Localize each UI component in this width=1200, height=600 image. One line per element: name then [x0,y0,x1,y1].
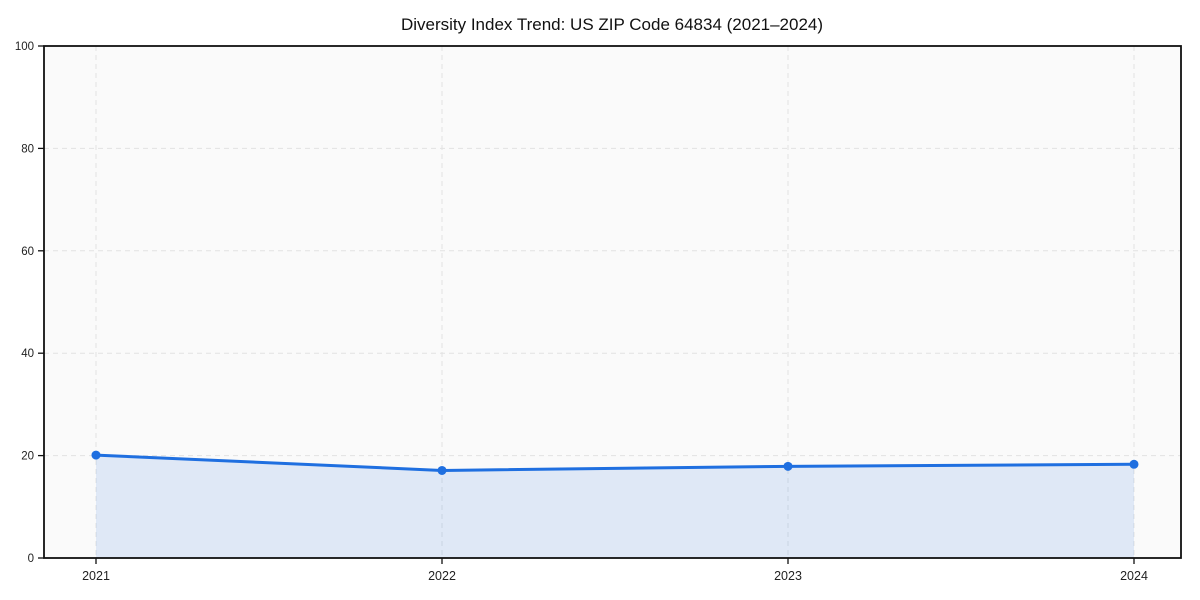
x-tick-label: 2023 [774,569,802,583]
gridline-layer [44,46,1181,558]
y-tick-label: 40 [21,348,34,360]
axes-layer [38,45,1182,564]
data-point [91,450,101,460]
trend-line [94,453,1136,472]
y-tick-label: 80 [21,143,34,155]
series-layer [91,450,1139,558]
plot-area [44,46,1181,558]
data-point [437,465,447,475]
x-tick-label: 2022 [428,569,456,583]
axis-label-layer: 0 20 40 60 80 100 2021 2022 2023 2024 [15,41,1148,583]
y-tick-label: 20 [21,451,34,463]
x-tick-label: 2021 [82,569,110,583]
x-tick-label: 2024 [1120,569,1148,583]
y-tick-label: 100 [15,41,34,53]
plot-border [43,45,1182,559]
y-tick-label: 60 [21,246,34,258]
y-tick-label: 0 [28,553,34,565]
chart-title: Diversity Index Trend: US ZIP Code 64834… [401,15,823,34]
data-point [1129,459,1139,469]
plot-background-layer [44,46,1181,558]
data-point [783,461,793,471]
area-fill [96,455,1134,558]
